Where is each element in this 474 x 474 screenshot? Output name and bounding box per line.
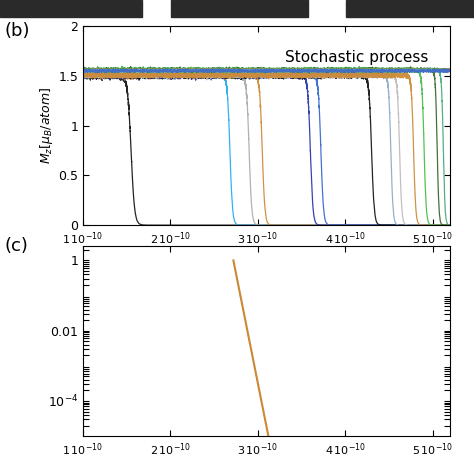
X-axis label: t [s]: t [s]: [253, 252, 281, 266]
Bar: [171, 0, 308, 17]
Text: (c): (c): [5, 237, 28, 255]
Y-axis label: $M_z[\mu_B/atom]$: $M_z[\mu_B/atom]$: [38, 87, 55, 164]
Text: (b): (b): [5, 21, 30, 39]
Bar: [0, 0, 142, 17]
Text: Stochastic process: Stochastic process: [285, 50, 428, 65]
Bar: [346, 0, 474, 17]
